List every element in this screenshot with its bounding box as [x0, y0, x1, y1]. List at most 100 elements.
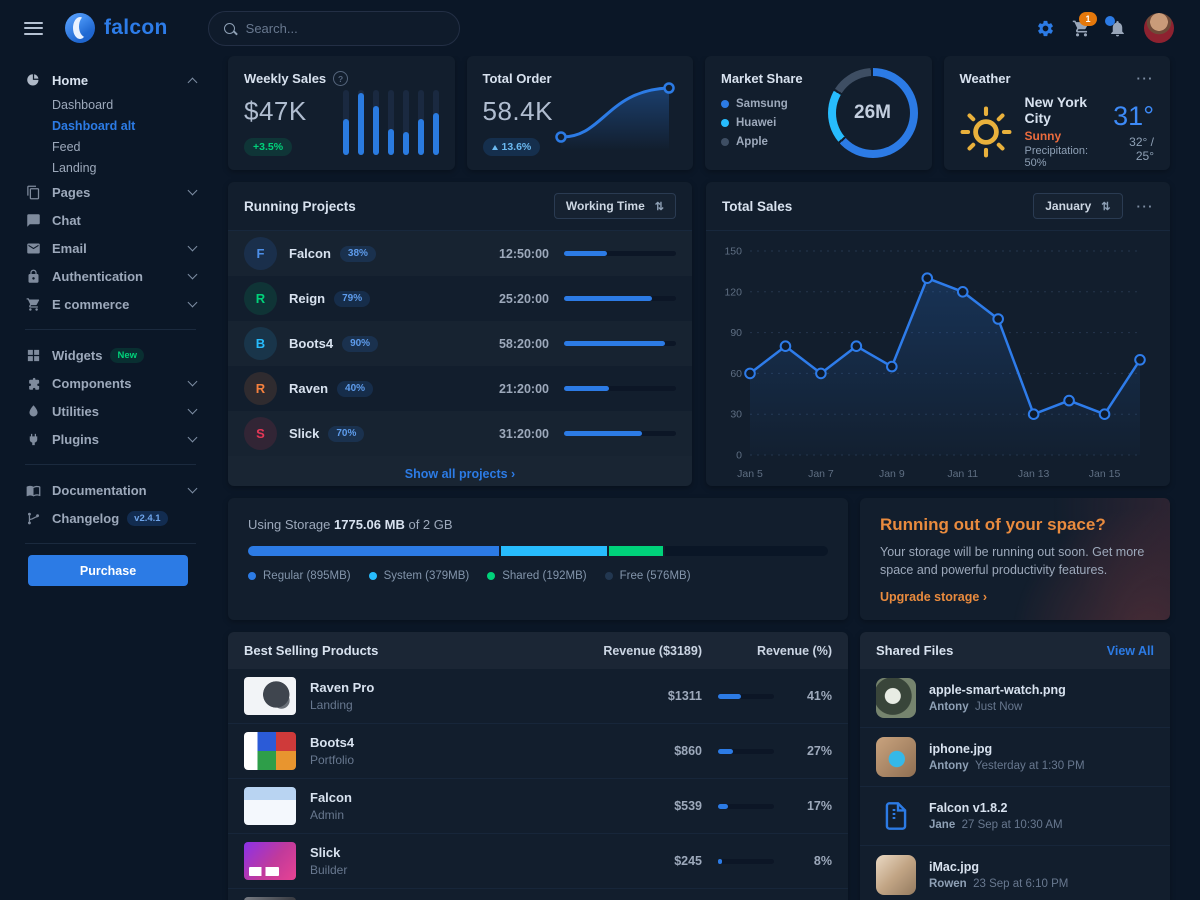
sidebar-item-utilities[interactable]: Utilities: [25, 397, 216, 425]
chevron-down-icon: [187, 185, 198, 196]
legend-label: Huawei: [736, 116, 777, 129]
file-time: 27 Sep at 10:30 AM: [955, 819, 1063, 831]
project-avatar: R: [244, 372, 277, 405]
file-thumbnail: [876, 678, 916, 718]
weather-temperature: 31°: [1113, 100, 1154, 131]
svg-text:120: 120: [724, 286, 742, 298]
projects-footer: Show all projects: [228, 456, 692, 486]
envelope-icon: [25, 240, 41, 256]
project-name[interactable]: Slick: [289, 426, 320, 441]
product-info: Falcon Admin: [310, 790, 632, 822]
sidebar-item-components[interactable]: Components: [25, 369, 216, 397]
sidebar-item-e-commerce[interactable]: E commerce: [25, 290, 216, 318]
falcon-logo-icon: [65, 13, 95, 43]
weekly-sales-value: $47K: [244, 96, 307, 126]
total-order-card: Total Order 58.4K 13.6%: [466, 56, 693, 170]
view-all-link[interactable]: View All: [1106, 643, 1154, 658]
chart-pie-icon: [25, 72, 41, 88]
product-list: Raven Pro Landing $1311 41% Boots4 Portfolio $…: [228, 669, 848, 900]
sidebar-item-chat[interactable]: Chat: [25, 206, 216, 234]
sidebar-item-email[interactable]: Email: [25, 234, 216, 262]
product-progress-fill: [718, 858, 723, 864]
file-thumbnail: [876, 737, 916, 777]
sidebar-item-widgets[interactable]: Widgets New: [25, 341, 216, 369]
sidebar-subitem-dashboard-alt[interactable]: Dashboard alt: [52, 118, 136, 133]
file-name[interactable]: apple-smart-watch.png: [929, 683, 1066, 697]
cart-icon[interactable]: 1: [1072, 11, 1097, 38]
sidebar-item-label: Email: [52, 240, 87, 256]
file-owner: Antony: [929, 760, 969, 772]
sidebar-item-authentication[interactable]: Authentication: [25, 262, 216, 290]
sidebar-item-changelog[interactable]: Changelog v2.4.1: [25, 504, 216, 532]
best-selling-products-card: Best Selling Products Revenue ($3189) Re…: [228, 632, 848, 900]
product-name[interactable]: Boots4: [310, 735, 355, 750]
total-sales-menu-icon[interactable]: [1137, 200, 1155, 213]
sidebar-item-plugins[interactable]: Plugins: [25, 425, 216, 453]
file-name[interactable]: iMac.jpg: [929, 860, 980, 874]
month-select[interactable]: January: [1033, 193, 1123, 219]
sidebar-item-label: Pages: [52, 184, 91, 200]
project-percent-badge: 79%: [334, 290, 371, 307]
legend-item-apple: Apple: [721, 132, 916, 151]
weekly-sales-bar-chart: [342, 90, 439, 155]
working-time-select[interactable]: Working Time: [553, 193, 676, 219]
product-name[interactable]: Falcon: [310, 790, 352, 805]
project-name[interactable]: Reign: [289, 291, 326, 306]
shared-files-card: Shared Files View All apple-smart-watch.…: [860, 632, 1170, 900]
hamburger-menu-icon[interactable]: [24, 21, 43, 35]
file-name[interactable]: Falcon v1.8.2: [929, 801, 1008, 815]
storage-used: 1775.06 MB: [334, 517, 405, 532]
help-icon[interactable]: [333, 71, 349, 86]
search-input[interactable]: [243, 19, 444, 37]
product-name[interactable]: Slick: [310, 845, 341, 860]
svg-text:150: 150: [724, 246, 742, 258]
product-percent: 27%: [806, 744, 832, 758]
project-name[interactable]: Raven: [289, 381, 329, 396]
project-progress-fill: [564, 341, 665, 346]
sidebar-divider: [25, 543, 196, 544]
search-box[interactable]: [207, 10, 460, 46]
legend-label: Free (576MB): [619, 570, 691, 582]
chevron-down-icon: [187, 432, 198, 443]
sidebar-subitem-feed[interactable]: Feed: [52, 139, 81, 154]
legend-dot: [487, 572, 496, 580]
chevron-down-icon: [187, 269, 198, 280]
project-time: 12:50:00: [498, 246, 549, 261]
brand-logo[interactable]: falcon: [65, 13, 168, 43]
notification-dot: [1105, 15, 1115, 26]
notifications-bell-icon[interactable]: [1105, 15, 1127, 38]
settings-gear-icon[interactable]: [1036, 19, 1055, 38]
legend-label: Regular (895MB): [263, 570, 351, 582]
sidebar-item-label: Chat: [52, 212, 81, 228]
sidebar-subitem-dashboard[interactable]: Dashboard: [52, 97, 114, 112]
sidebar-item-pages[interactable]: Pages: [25, 178, 216, 206]
product-name[interactable]: Raven Pro: [310, 680, 375, 695]
user-avatar[interactable]: [1144, 13, 1174, 43]
product-thumbnail: [244, 677, 296, 715]
search-icon: [223, 22, 235, 34]
project-name[interactable]: Boots4: [289, 336, 334, 351]
sidebar-subitem-landing[interactable]: Landing: [52, 160, 97, 175]
storage-legend-item: System (379MB): [368, 570, 469, 582]
file-info: iMac.jpg Rowen 23 Sep at 6:10 PM: [929, 860, 1068, 890]
file-meta: Rowen 23 Sep at 6:10 PM: [929, 878, 1068, 890]
select-arrows-icon: [655, 199, 664, 213]
grid-icon: [25, 347, 41, 363]
sidebar-item-label: Utilities: [52, 403, 99, 419]
file-name[interactable]: iphone.jpg: [929, 742, 993, 756]
purchase-button[interactable]: Purchase: [28, 555, 188, 586]
weather-menu-icon[interactable]: [1137, 72, 1155, 85]
sidebar-item-documentation[interactable]: Documentation: [25, 476, 216, 504]
project-name[interactable]: Falcon: [289, 246, 331, 261]
market-share-title: Market Share: [721, 71, 803, 86]
show-all-projects-link[interactable]: Show all projects: [405, 467, 515, 481]
legend-dot: [721, 99, 729, 108]
sidebar-item-home[interactable]: Home: [25, 66, 216, 94]
storage-prefix: Using Storage: [248, 517, 331, 532]
sidebar-item-badge: v2.4.1: [127, 510, 168, 526]
sidebar: Home Dashboard Dashboard alt Feed Landing Pag…: [0, 56, 216, 900]
weather-city: New York City: [1024, 94, 1088, 126]
topbar-icons: 1: [1036, 11, 1174, 43]
upgrade-storage-link[interactable]: Upgrade storage: [880, 590, 987, 604]
project-row-raven: R Raven 40% 21:20:00: [228, 366, 692, 411]
